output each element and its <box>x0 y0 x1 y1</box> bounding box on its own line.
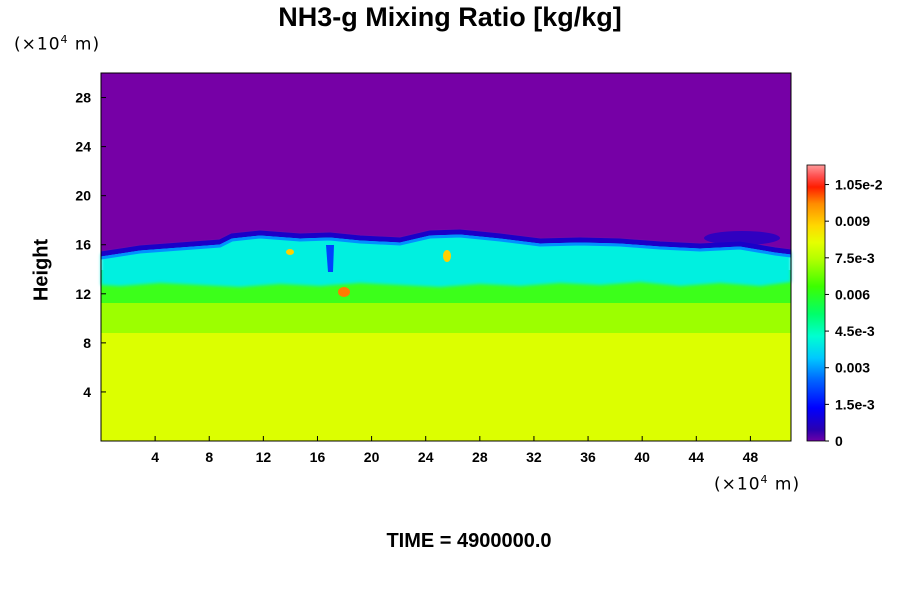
colorbar-tick-label: 0.003 <box>835 360 870 376</box>
colorbar-tick-label: 0 <box>835 433 843 449</box>
x-tick-label: 24 <box>418 449 434 465</box>
hotspot-main <box>338 287 350 297</box>
colorbar-tick-label: 1.05e-2 <box>835 177 883 193</box>
x-tick-label: 40 <box>634 449 650 465</box>
x-tick-label: 12 <box>256 449 272 465</box>
colorbar-tick-label: 0.006 <box>835 286 870 302</box>
layer-lower <box>101 333 791 441</box>
y-tick-label: 28 <box>75 90 91 106</box>
plot-area <box>100 72 792 442</box>
colorbar-tick-label: 0.009 <box>835 213 870 229</box>
colorbar-ticks: 0 1.5e-3 0.003 4.5e-3 0.006 7.5e-3 0.009 1.05e-… <box>825 177 883 449</box>
x-tick-label: 8 <box>205 449 213 465</box>
time-label: TIME = 4900000.0 <box>386 530 552 552</box>
upper-right-eddy <box>704 231 780 245</box>
colorbar-tick-label: 7.5e-3 <box>835 250 875 266</box>
convective-plume <box>326 245 334 272</box>
y-tick-label: 20 <box>75 188 91 204</box>
y-tick-label: 8 <box>83 335 91 351</box>
cloud-top-edge <box>100 229 792 257</box>
x-tick-label: 4 <box>151 449 159 465</box>
colorbar-tick-label: 1.5e-3 <box>835 396 875 412</box>
y-tick-label: 4 <box>83 384 91 400</box>
plot-frame <box>100 72 792 442</box>
x-tick-label: 28 <box>472 449 488 465</box>
y-tick-label: 12 <box>75 286 91 302</box>
x-tick-label: 20 <box>364 449 380 465</box>
x-tick-label: 44 <box>689 449 705 465</box>
y-axis-ticks: 4 8 12 16 20 24 28 <box>75 90 106 400</box>
hotspot-left <box>286 249 294 255</box>
layer-transition <box>101 303 791 333</box>
y-unit-label: (×104 m) <box>14 33 101 55</box>
x-tick-label: 48 <box>743 449 759 465</box>
colorbar-tick-label: 4.5e-3 <box>835 323 875 339</box>
x-axis-ticks: 4 8 12 16 20 24 28 32 36 40 44 48 <box>151 436 758 465</box>
x-tick-label: 16 <box>310 449 326 465</box>
x-unit-label: (×104 m) <box>714 473 801 495</box>
chart-title: NH3-g Mixing Ratio [kg/kg] <box>278 2 622 32</box>
y-tick-label: 24 <box>75 139 91 155</box>
layer-upper <box>101 73 791 253</box>
colorbar-gradient <box>806 164 826 442</box>
hotspot-center <box>443 250 451 262</box>
y-tick-label: 16 <box>75 237 91 253</box>
x-tick-label: 36 <box>580 449 596 465</box>
cloud-top-edge-inner <box>100 234 792 260</box>
colorbar <box>806 164 826 442</box>
x-tick-label: 32 <box>526 449 542 465</box>
